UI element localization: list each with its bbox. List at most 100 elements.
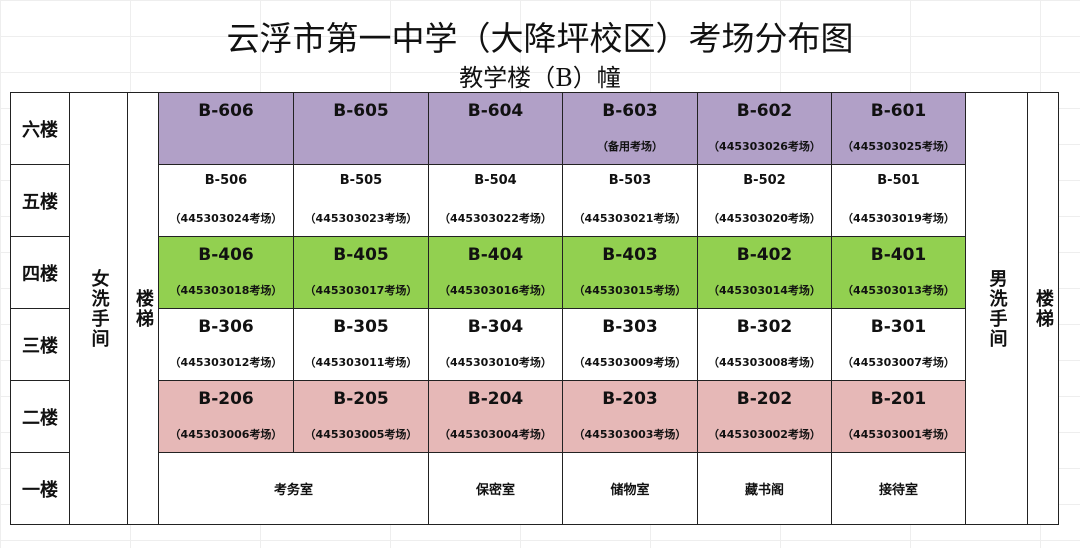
exam-room: B-201 （445303001考场）: [831, 380, 966, 453]
exam-room: B-302 （445303008考场）: [697, 308, 832, 381]
ground-floor-room: 考务室: [158, 452, 429, 525]
room-id: B-404: [467, 245, 524, 265]
room-exam-code: （445303016考场）: [439, 284, 552, 297]
exam-room: B-505 （445303023考场）: [293, 164, 429, 237]
exam-room: B-403 （445303015考场）: [562, 236, 698, 309]
exam-room: B-602 （445303026考场）: [697, 92, 832, 165]
exam-room: B-204 （445303004考场）: [428, 380, 563, 453]
room-exam-code: （445303012考场）: [169, 356, 283, 369]
exam-room: B-306 （445303012考场）: [158, 308, 294, 381]
exam-room: B-305 （445303011考场）: [293, 308, 429, 381]
room-exam-code: （445303010考场）: [439, 356, 552, 369]
room-exam-code: （445303001考场）: [842, 428, 955, 441]
room-id: B-504: [474, 173, 517, 188]
room-id: B-403: [602, 245, 658, 265]
room-id: B-202: [736, 389, 793, 409]
floor-label: 五楼: [22, 191, 58, 213]
room-id: B-503: [608, 173, 652, 188]
exam-room: B-303 （445303009考场）: [562, 308, 698, 381]
room-id: B-605: [333, 101, 389, 121]
ground-room-label: 考务室: [273, 483, 313, 498]
room-exam-code: （445303004考场）: [439, 428, 552, 441]
floor-label-cell: 二楼: [10, 380, 70, 453]
exam-room: B-203 （445303003考场）: [562, 380, 698, 453]
floor-label-cell: 一楼: [10, 452, 70, 525]
exam-room: B-501 （445303019考场）: [831, 164, 966, 237]
room-id: B-506: [204, 173, 248, 188]
exam-room: B-604: [428, 92, 563, 165]
room-exam-code: （445303006考场）: [169, 428, 283, 441]
room-id: B-206: [198, 389, 254, 409]
room-id: B-201: [870, 389, 927, 409]
room-id: B-204: [467, 389, 524, 409]
ground-floor-room: 接待室: [831, 452, 966, 525]
page-title: 云浮市第一中学（大降坪校区）考场分布图: [226, 19, 854, 58]
room-exam-code: （445303017考场）: [304, 284, 418, 297]
room-id: B-402: [736, 245, 793, 265]
room-id: B-203: [602, 389, 658, 409]
women-restroom: 女洗手间: [69, 92, 128, 525]
room-exam-code: （445303026考场）: [708, 140, 821, 153]
room-id: B-306: [198, 317, 254, 337]
room-exam-code: （445303024考场）: [169, 212, 283, 225]
exam-room: B-601 （445303025考场）: [831, 92, 966, 165]
room-id: B-305: [333, 317, 389, 337]
exam-room: B-406 （445303018考场）: [158, 236, 294, 309]
left-stairs-label: 楼梯: [133, 288, 154, 329]
room-id: B-602: [736, 101, 793, 121]
exam-room: B-304 （445303010考场）: [428, 308, 563, 381]
exam-room: B-202 （445303002考场）: [697, 380, 832, 453]
women-restroom-label: 女洗手间: [88, 268, 110, 349]
room-id: B-604: [467, 101, 524, 121]
exam-room: B-404 （445303016考场）: [428, 236, 563, 309]
room-id: B-302: [736, 317, 793, 337]
room-id: B-406: [198, 245, 254, 265]
room-exam-code: （445303025考场）: [842, 140, 955, 153]
ground-floor-room: 储物室: [562, 452, 698, 525]
right-stairs-label: 楼梯: [1033, 288, 1054, 329]
ground-floor-room: 藏书阁: [697, 452, 832, 525]
ground-room-label: 保密室: [475, 483, 515, 498]
exam-room: B-402 （445303014考场）: [697, 236, 832, 309]
room-id: B-405: [333, 245, 389, 265]
room-exam-code: （445303021考场）: [573, 212, 687, 225]
right-stairs: 楼梯: [1027, 92, 1059, 525]
room-exam-code: （445303018考场）: [169, 284, 283, 297]
room-exam-code: （445303023考场）: [304, 212, 418, 225]
room-exam-code: （445303007考场）: [842, 356, 955, 369]
floor-label: 三楼: [22, 335, 58, 357]
room-exam-code: （445303011考场）: [304, 356, 418, 369]
floor-label-cell: 三楼: [10, 308, 70, 381]
room-exam-code: （445303014考场）: [708, 284, 821, 297]
room-id: B-505: [339, 173, 383, 188]
exam-room: B-502 （445303020考场）: [697, 164, 832, 237]
floor-label-cell: 四楼: [10, 236, 70, 309]
ground-room-label: 藏书阁: [744, 483, 784, 498]
room-exam-code: （备用考场）: [597, 140, 663, 153]
room-exam-code: （445303003考场）: [573, 428, 687, 441]
floor-label-cell: 五楼: [10, 164, 70, 237]
ground-room-label: 接待室: [878, 483, 918, 498]
room-exam-code: （445303022考场）: [439, 212, 552, 225]
room-exam-code: （445303013考场）: [842, 284, 955, 297]
room-id: B-603: [602, 101, 658, 121]
exam-room: B-504 （445303022考场）: [428, 164, 563, 237]
room-exam-code: （445303015考场）: [573, 284, 687, 297]
room-id: B-601: [870, 101, 927, 121]
exam-room: B-605: [293, 92, 429, 165]
exam-room: B-206 （445303006考场）: [158, 380, 294, 453]
exam-room: B-205 （445303005考场）: [293, 380, 429, 453]
exam-room: B-405 （445303017考场）: [293, 236, 429, 309]
room-exam-code: （445303002考场）: [708, 428, 821, 441]
left-stairs: 楼梯: [127, 92, 159, 525]
room-exam-code: （445303005考场）: [304, 428, 418, 441]
exam-room: B-603 （备用考场）: [562, 92, 698, 165]
room-exam-code: （445303009考场）: [573, 356, 687, 369]
men-restroom-label: 男洗手间: [986, 268, 1008, 349]
floor-label: 六楼: [22, 119, 58, 141]
floor-label-cell: 六楼: [10, 92, 70, 165]
room-id: B-501: [877, 173, 920, 188]
room-id: B-301: [870, 317, 927, 337]
room-id: B-205: [333, 389, 389, 409]
ground-floor-room: 保密室: [428, 452, 563, 525]
